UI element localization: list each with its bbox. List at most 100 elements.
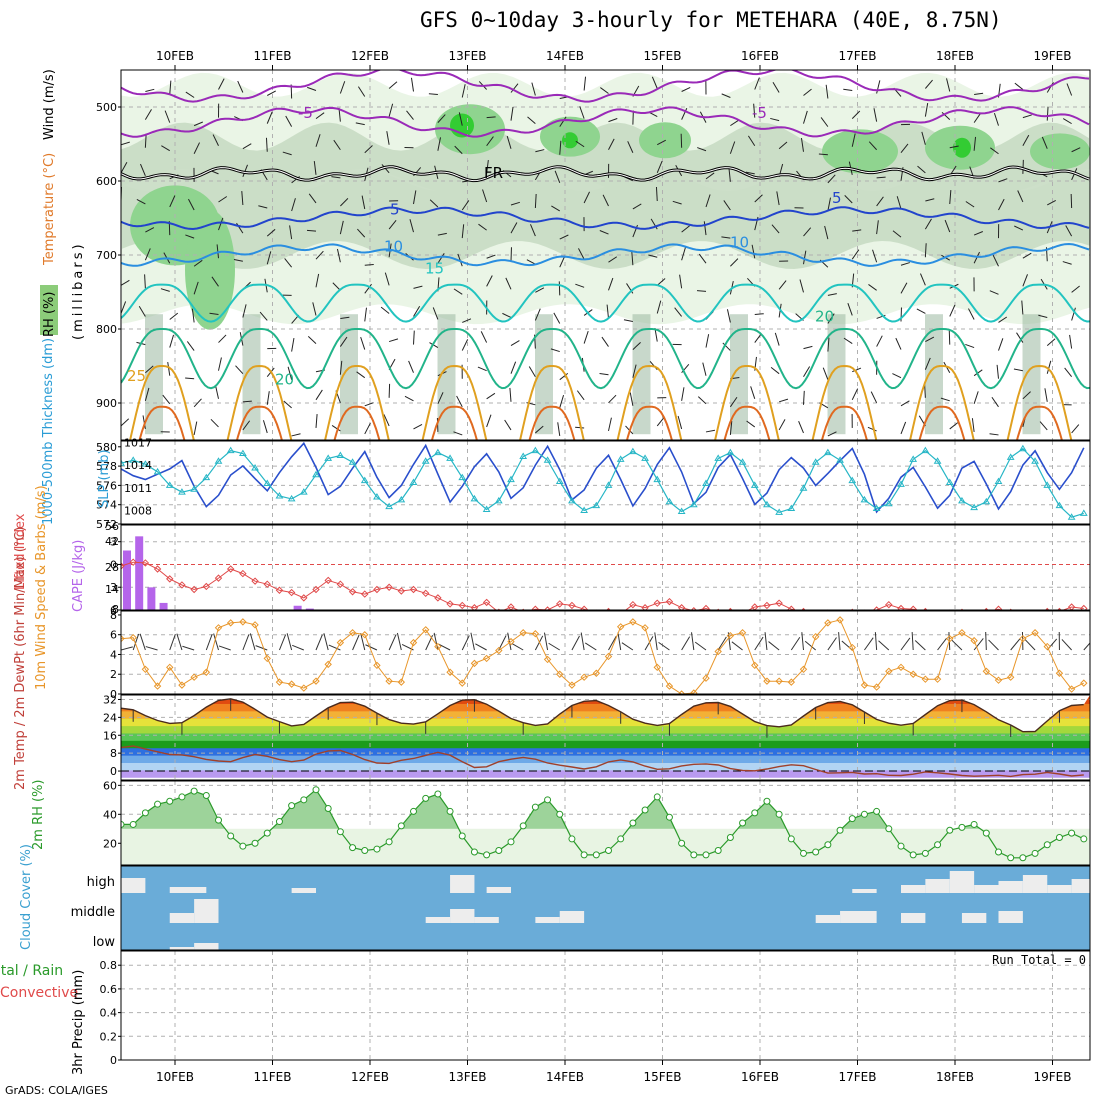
temperature-color-band	[121, 755, 1090, 763]
wind-barb	[1013, 368, 1023, 372]
wind-barb	[754, 333, 762, 343]
wind-barb	[477, 366, 487, 372]
wind-barb	[575, 283, 585, 288]
lifted-index-marker	[141, 559, 150, 567]
wind10m-marker	[507, 637, 515, 646]
wind-barb	[162, 394, 171, 405]
slp-line	[121, 441, 1085, 514]
wind-barb	[968, 308, 975, 320]
wind-barb	[480, 331, 488, 343]
axis-tick-label: 574	[96, 499, 117, 512]
wind-barb	[356, 371, 366, 379]
temperature-color-band	[121, 740, 1090, 749]
wind-barb	[990, 147, 999, 155]
rh-marker	[495, 847, 503, 855]
lifted-index-marker	[312, 585, 320, 594]
wind10m-marker	[495, 646, 503, 655]
thickness-marker	[360, 476, 369, 484]
thickness-marker	[214, 457, 223, 464]
wind10m-barb	[176, 633, 183, 651]
axis-tick-label: 576	[96, 479, 117, 492]
axis-tick-label: 0.6	[100, 983, 118, 996]
cape-label: CAPE (J/kg)	[71, 540, 86, 612]
wind-barb	[388, 81, 398, 89]
wind10m-marker	[946, 634, 954, 643]
wind-barb	[803, 390, 805, 405]
wind-barb	[778, 141, 788, 150]
wind10m-marker	[263, 654, 271, 663]
wind-barb	[974, 92, 984, 95]
wind-barb	[266, 111, 273, 124]
wind-barb	[437, 114, 446, 123]
lifted-index-marker	[994, 605, 1003, 610]
wind-barb	[551, 205, 561, 212]
wind10m-barb	[286, 633, 293, 651]
axis-tick-label: 0.2	[100, 1030, 118, 1043]
cloud-bar	[169, 947, 195, 950]
top-date-label: 16FEB	[741, 49, 779, 63]
thickness-marker	[677, 507, 686, 514]
wind-barb	[144, 248, 151, 261]
wind-barb	[237, 80, 244, 93]
bottom-date-label: 16FEB	[741, 1070, 779, 1084]
wind-barb	[413, 330, 415, 345]
lifted-index-marker	[556, 600, 564, 608]
temp-contour-30	[138, 405, 1063, 440]
wind-barb	[312, 302, 317, 316]
wind-barb	[388, 103, 394, 117]
lifted-index-marker	[813, 611, 819, 617]
wind10m-marker	[287, 680, 296, 688]
wind-barb	[799, 279, 804, 293]
lifted-index-line	[121, 561, 1084, 610]
thickness-marker	[653, 475, 662, 483]
wind-barb	[726, 309, 731, 323]
wind10m-marker	[970, 636, 978, 645]
wind-barb	[315, 134, 321, 147]
cape-tick-label: 8	[112, 603, 119, 616]
wind10m-marker	[787, 678, 796, 686]
wind10m-barb	[182, 645, 195, 651]
temperature-color-band	[121, 769, 1090, 778]
wind-barb	[949, 304, 956, 317]
wind10m-marker	[470, 659, 479, 668]
wind-barb	[750, 386, 756, 399]
wind-label: Wind (m/s)	[42, 69, 57, 140]
wind-barb	[453, 288, 463, 295]
wind10m-marker	[860, 681, 869, 689]
wind-barb	[262, 420, 268, 434]
wind-barb	[973, 136, 977, 151]
thickness-marker	[458, 473, 467, 481]
lifted-index-marker	[348, 588, 357, 596]
wind-barb	[193, 121, 204, 127]
wind-barb	[1041, 136, 1048, 149]
wind-barb	[331, 425, 341, 432]
wind-barb	[218, 217, 224, 231]
rh-marker	[129, 820, 137, 828]
cape-tick-label: 28	[105, 561, 119, 574]
temperature-contours	[121, 70, 1090, 440]
rh-marker	[410, 807, 417, 815]
wind-barb	[332, 282, 341, 291]
wind-barb	[364, 283, 372, 294]
lifted-index-marker	[214, 574, 223, 582]
wind10m-marker	[885, 667, 893, 675]
wind-barb	[409, 219, 414, 233]
thickness-marker	[689, 500, 698, 508]
bottom-date-axis: 10FEB 11FEB 12FEB 13FEB 14FEB 15FEB 16FEB 17FEB…	[156, 1060, 1072, 1084]
wind-barb	[650, 218, 658, 230]
wind-barb	[803, 110, 808, 124]
wind-barb	[827, 431, 837, 437]
lifted-index-marker	[178, 581, 186, 589]
wind-barb	[623, 319, 633, 322]
lifted-index-marker	[923, 607, 928, 610]
thickness-axis: 580 578 576 574 572 1017 1014 1011 1008	[96, 437, 152, 531]
wind-barb	[771, 224, 780, 234]
cloud-bar	[974, 885, 999, 893]
thickness-marker	[299, 488, 308, 495]
wind-barb	[266, 251, 272, 265]
cloud-bar	[535, 917, 560, 923]
lifted-index-marker	[239, 569, 247, 578]
wind-barb	[657, 139, 666, 146]
